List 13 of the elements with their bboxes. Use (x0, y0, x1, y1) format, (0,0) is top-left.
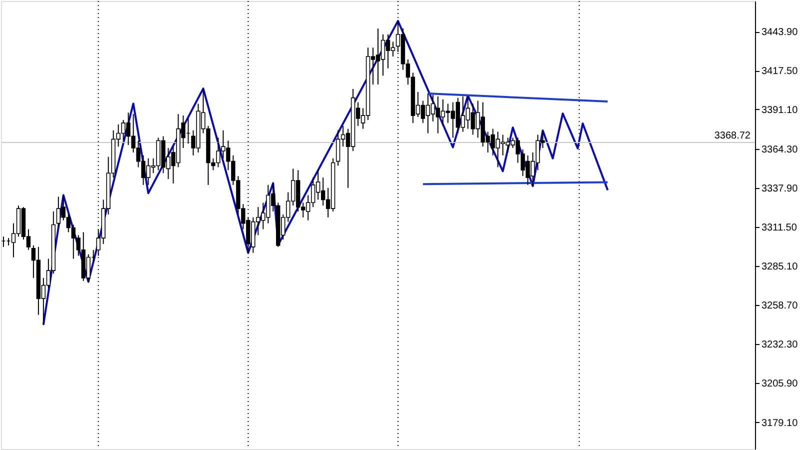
y-tick-label: 3417.50 (762, 66, 798, 78)
line-series (42, 20, 609, 326)
y-tick-label: 3364.30 (762, 144, 798, 156)
y-tick-label: 3205.90 (762, 378, 798, 390)
y-tick-label: 3285.10 (762, 261, 798, 272)
y-tick-label: 3232.30 (762, 339, 798, 350)
y-tick-label: 3311.50 (762, 222, 798, 234)
y-tick-label: 3258.70 (762, 300, 798, 312)
ref-line-label: 3368.72 (714, 130, 751, 142)
y-tick-label: 3391.10 (762, 104, 798, 116)
y-tick-label: 3443.90 (762, 27, 798, 38)
y-tick-label: 3337.90 (762, 184, 798, 195)
y-tick-label: 3179.10 (762, 418, 798, 429)
